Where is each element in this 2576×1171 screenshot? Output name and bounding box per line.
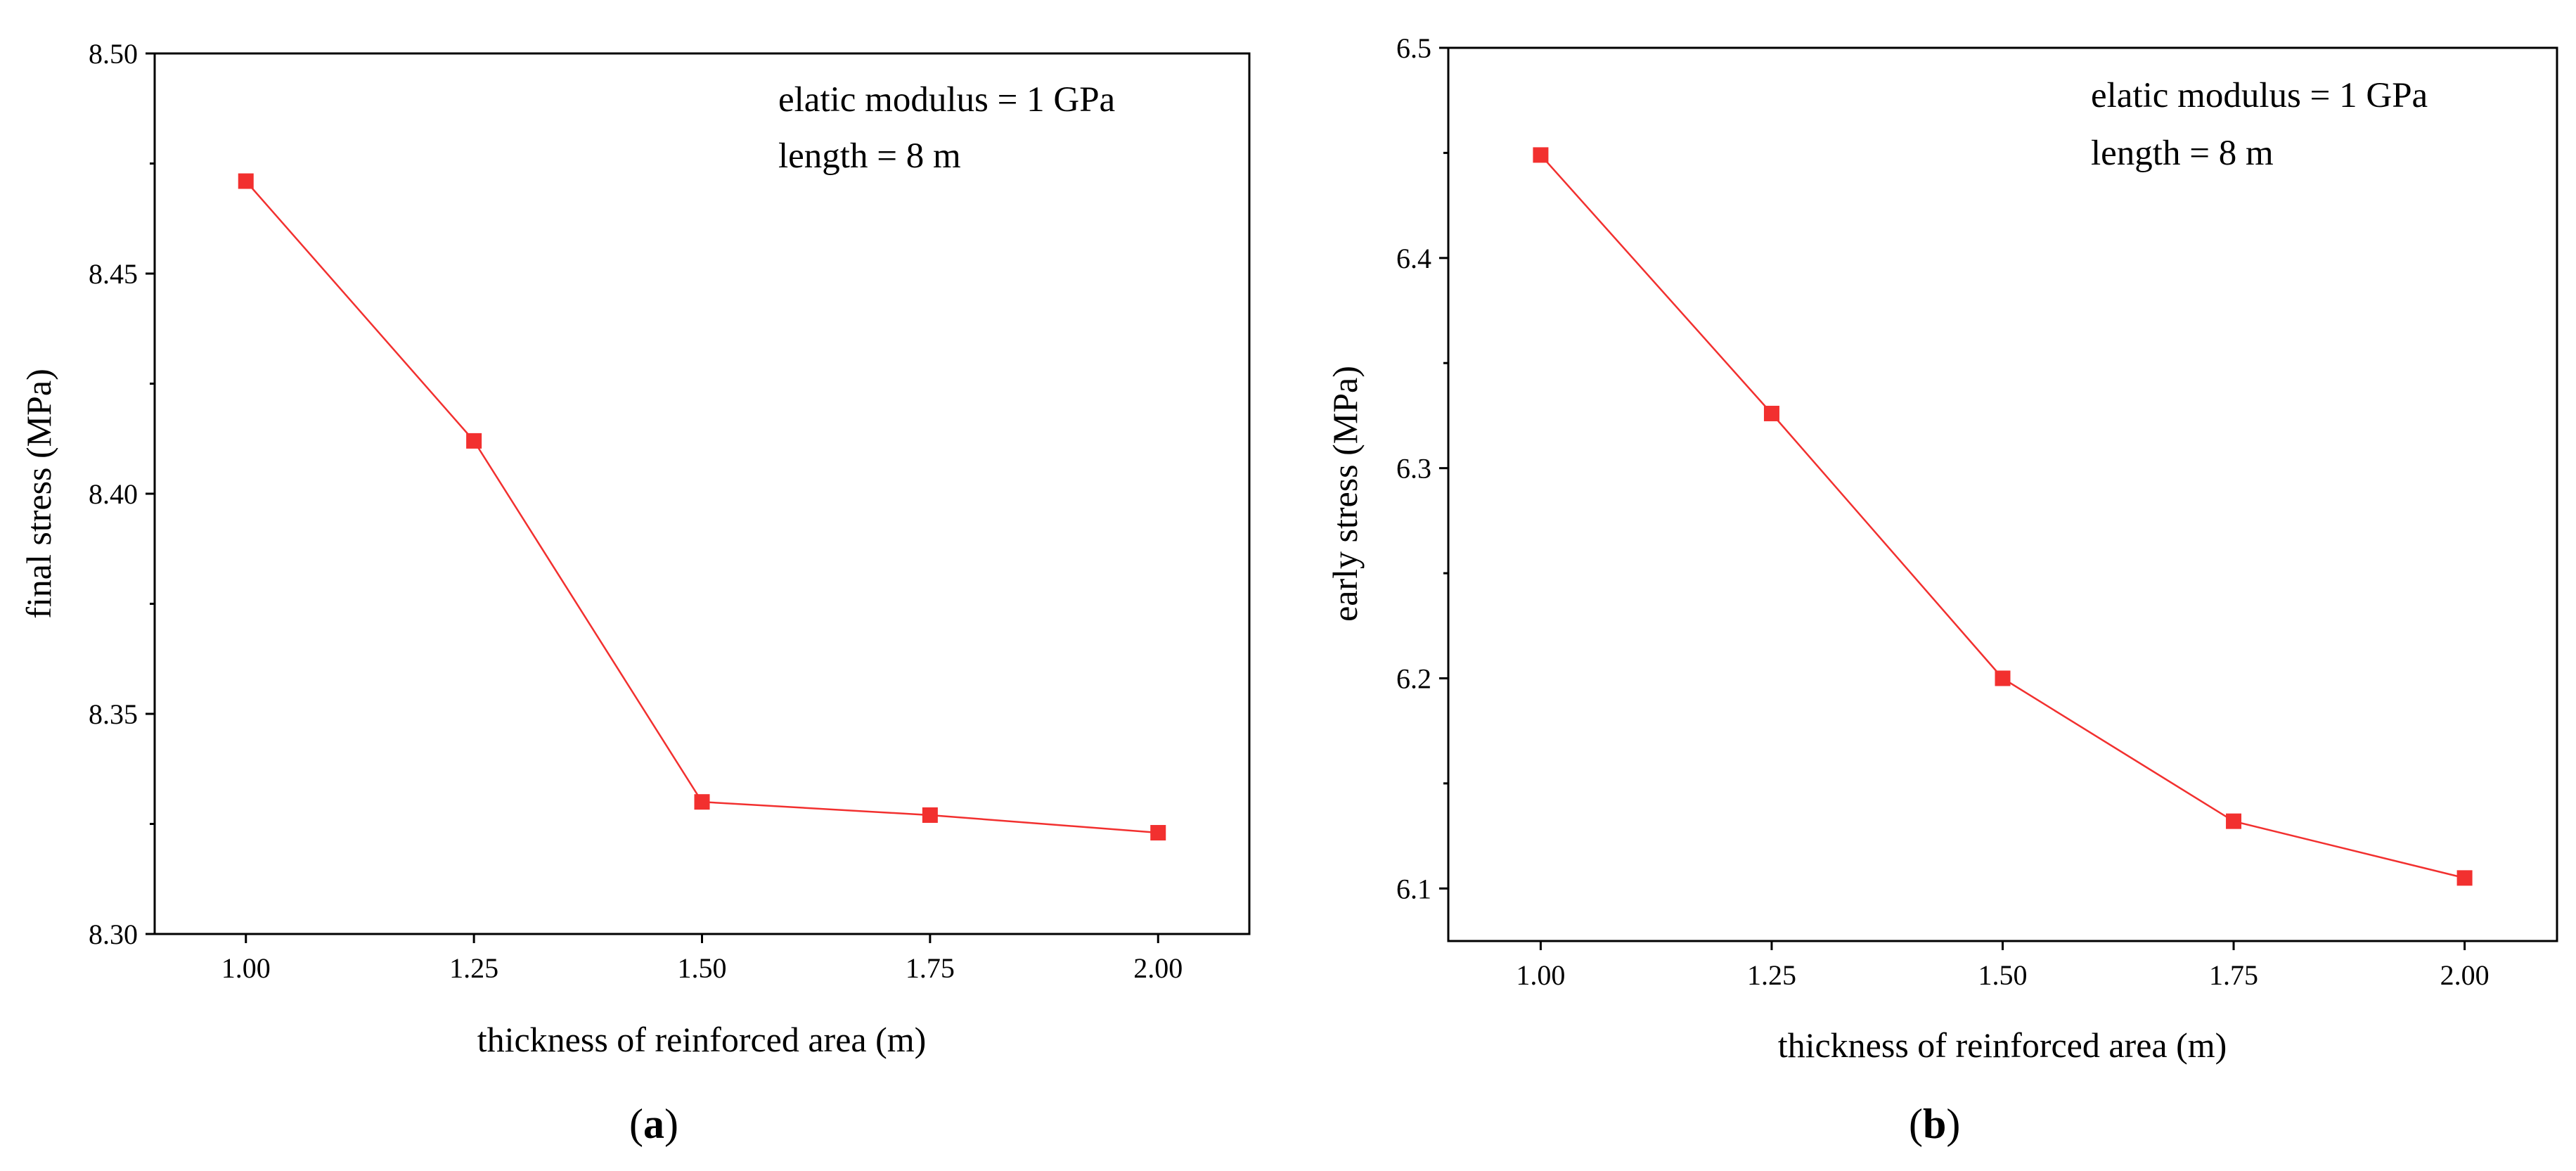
x-tick-label: 1.00 — [1516, 959, 1565, 991]
x-tick-label: 1.75 — [906, 952, 955, 984]
panel-label-letter: b — [1923, 1101, 1946, 1147]
y-tick-label: 6.2 — [1396, 663, 1431, 694]
data-point-marker — [238, 173, 254, 189]
x-axis-label: thickness of reinforced area (m) — [1778, 1025, 2227, 1065]
y-axis-label: early stress (MPa) — [1325, 366, 1365, 622]
data-point-marker — [922, 807, 938, 823]
panel-label-letter: a — [643, 1101, 664, 1147]
series-line — [1540, 154, 2465, 879]
annotation-length: length = 8 m — [778, 136, 961, 176]
data-point-marker — [2226, 813, 2242, 829]
y-tick-label: 8.30 — [89, 919, 138, 950]
y-tick-label: 6.5 — [1396, 32, 1431, 64]
x-tick-label: 2.00 — [1133, 952, 1183, 984]
annotation-length: length = 8 m — [2091, 134, 2274, 173]
data-point-marker — [466, 433, 482, 449]
x-axis-ticks: 1.00 1.25 1.50 1.75 2.00 — [1516, 941, 2490, 991]
y-tick-label: 8.50 — [89, 38, 138, 70]
chart-panel-b: 1.00 1.25 1.50 1.75 2.00 6.1 6.2 6.3 6.4 6.5 thi… — [1325, 32, 2558, 1147]
x-axis-ticks: 1.00 1.25 1.50 1.75 2.00 — [221, 934, 1183, 984]
x-tick-label: 1.25 — [449, 952, 498, 984]
annotation-modulus: elatic modulus = 1 GPa — [778, 80, 1115, 120]
y-tick-label: 6.4 — [1396, 243, 1431, 274]
y-tick-label: 8.40 — [89, 478, 138, 510]
series-layer — [238, 173, 1166, 841]
panel-label: (a) — [629, 1101, 678, 1147]
x-axis-label: thickness of reinforced area (m) — [477, 1020, 927, 1059]
y-tick-label: 8.35 — [89, 698, 138, 730]
chart-panel-a: 1.00 1.25 1.50 1.75 2.00 8.30 8.35 8.40 8.45 8.5… — [19, 38, 1251, 1147]
data-point-marker — [1533, 147, 1549, 163]
y-tick-label: 6.3 — [1396, 453, 1431, 485]
y-axis-label: final stress (MPa) — [19, 369, 58, 619]
x-tick-label: 1.00 — [221, 952, 271, 984]
data-point-marker — [1763, 405, 1779, 421]
data-point-marker — [2456, 870, 2473, 886]
x-tick-label: 1.25 — [1747, 959, 1796, 991]
x-tick-label: 1.75 — [2209, 959, 2258, 991]
data-point-marker — [1995, 670, 2011, 686]
y-axis-ticks: 8.30 8.35 8.40 8.45 8.50 — [89, 38, 155, 950]
y-tick-label: 8.45 — [89, 258, 138, 290]
y-tick-label: 6.1 — [1396, 873, 1431, 904]
x-tick-label: 2.00 — [2440, 959, 2490, 991]
y-axis-ticks: 6.1 6.2 6.3 6.4 6.5 — [1396, 32, 1448, 904]
annotation-modulus: elatic modulus = 1 GPa — [2091, 76, 2428, 115]
data-point-marker — [1150, 825, 1166, 841]
panel-label: (b) — [1909, 1101, 1960, 1147]
x-tick-label: 1.50 — [678, 952, 727, 984]
series-layer — [1533, 147, 2473, 886]
x-tick-label: 1.50 — [1978, 959, 2028, 991]
series-line — [245, 180, 1159, 834]
data-point-marker — [694, 794, 710, 810]
plot-frame — [1447, 46, 2558, 942]
